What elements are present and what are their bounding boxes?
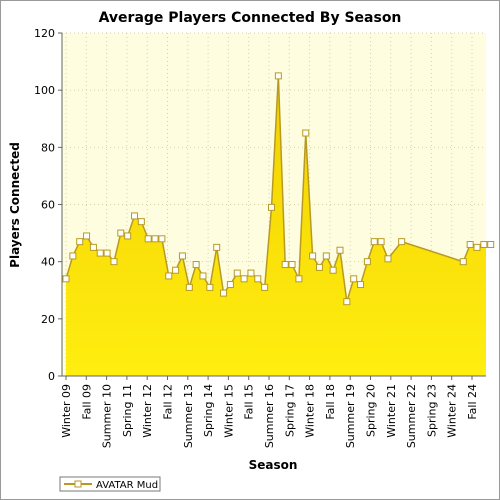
data-point [268,203,275,211]
data-point [124,232,132,240]
data-point [357,281,365,289]
x-tick-label: Fall 15 [243,384,256,420]
x-tick-label: Summer 19 [344,384,357,448]
data-point [254,275,262,283]
legend-label: AVATAR Mud [96,480,158,491]
data-point [83,232,91,240]
chart-title: Average Players Connected By Season [99,10,402,26]
data-point [459,258,467,266]
x-tick-label: Fall 09 [80,384,93,420]
data-point [151,235,159,243]
x-tick-label: Summer 13 [182,384,195,448]
x-tick-label: Winter 21 [385,384,398,438]
data-point [137,218,145,226]
data-point [131,212,138,220]
data-point [350,275,358,283]
data-point [274,72,282,80]
x-tick-label: Spring 23 [425,384,438,437]
data-point [315,263,323,271]
y-tick-label: 60 [41,199,55,212]
data-point [329,266,337,274]
x-tick-label: Summer 22 [405,384,418,448]
x-tick-label: Winter 12 [141,384,154,438]
data-point [213,243,221,251]
data-point [165,272,173,280]
x-tick-label: Fall 24 [466,384,479,420]
data-point [302,129,310,137]
data-point [398,238,406,246]
data-point [172,266,180,274]
data-point [220,289,228,297]
x-tick-labels: Winter 09 Fall 09 Summer 10 Spring 11 Winter… [60,384,479,448]
y-tick-label: 120 [34,27,55,40]
data-point [261,283,269,291]
data-point [144,235,152,243]
x-tick-label: Winter 24 [446,384,459,438]
x-tick-label: Fall 12 [162,384,175,420]
data-point [110,258,118,266]
data-point [96,249,104,257]
series-area-fill [66,75,491,376]
data-point [473,243,481,251]
legend-marker-icon [74,480,82,488]
data-point [117,229,125,237]
x-tick-label: Summer 16 [263,384,276,448]
x-tick-label: Spring 14 [202,384,215,437]
data-point [89,243,97,251]
x-tick-label: Summer 10 [101,384,114,448]
data-point [466,241,474,249]
data-point [226,281,234,289]
data-point [336,246,344,254]
data-point [240,275,248,283]
y-tick-label: 0 [48,370,55,383]
data-point [233,269,241,277]
data-point [178,252,186,260]
data-point [199,272,207,280]
data-point [295,275,303,283]
data-markers [62,72,495,306]
data-point [377,238,385,246]
data-point [69,252,77,260]
x-tick-label: Winter 09 [60,384,73,438]
x-tick-label: Winter 15 [222,384,235,438]
data-point [288,261,296,269]
x-tick-label: Spring 11 [121,384,134,437]
x-axis-title: Season [249,458,298,472]
data-point [206,283,214,291]
data-point [480,241,488,249]
x-tick-label: Spring 20 [365,384,378,437]
data-point [281,261,289,269]
legend-box [59,476,161,492]
data-point [363,258,371,266]
data-point [487,241,495,249]
data-point [309,252,317,260]
data-point [384,255,392,263]
legend: AVATAR Mud [59,476,161,492]
y-tick-label: 100 [34,84,55,97]
y-tick-label: 40 [41,256,55,269]
data-point [247,269,255,277]
x-tick-label: Fall 18 [324,384,337,420]
x-tick-label: Winter 18 [304,384,317,438]
data-point [370,238,378,246]
y-tick-label: 20 [41,313,55,326]
data-point [322,252,330,260]
data-point [343,298,351,306]
data-point [158,235,166,243]
data-point [62,275,70,283]
data-point [192,261,200,269]
data-point [185,283,193,291]
data-point [76,238,84,246]
y-tick-labels: 0 20 40 60 80 100 120 [34,27,55,383]
y-tick-label: 80 [41,141,55,154]
axes [58,32,486,380]
data-point [103,249,111,257]
y-axis-title: Players Connected [8,142,22,268]
x-tick-label: Spring 17 [283,384,296,437]
